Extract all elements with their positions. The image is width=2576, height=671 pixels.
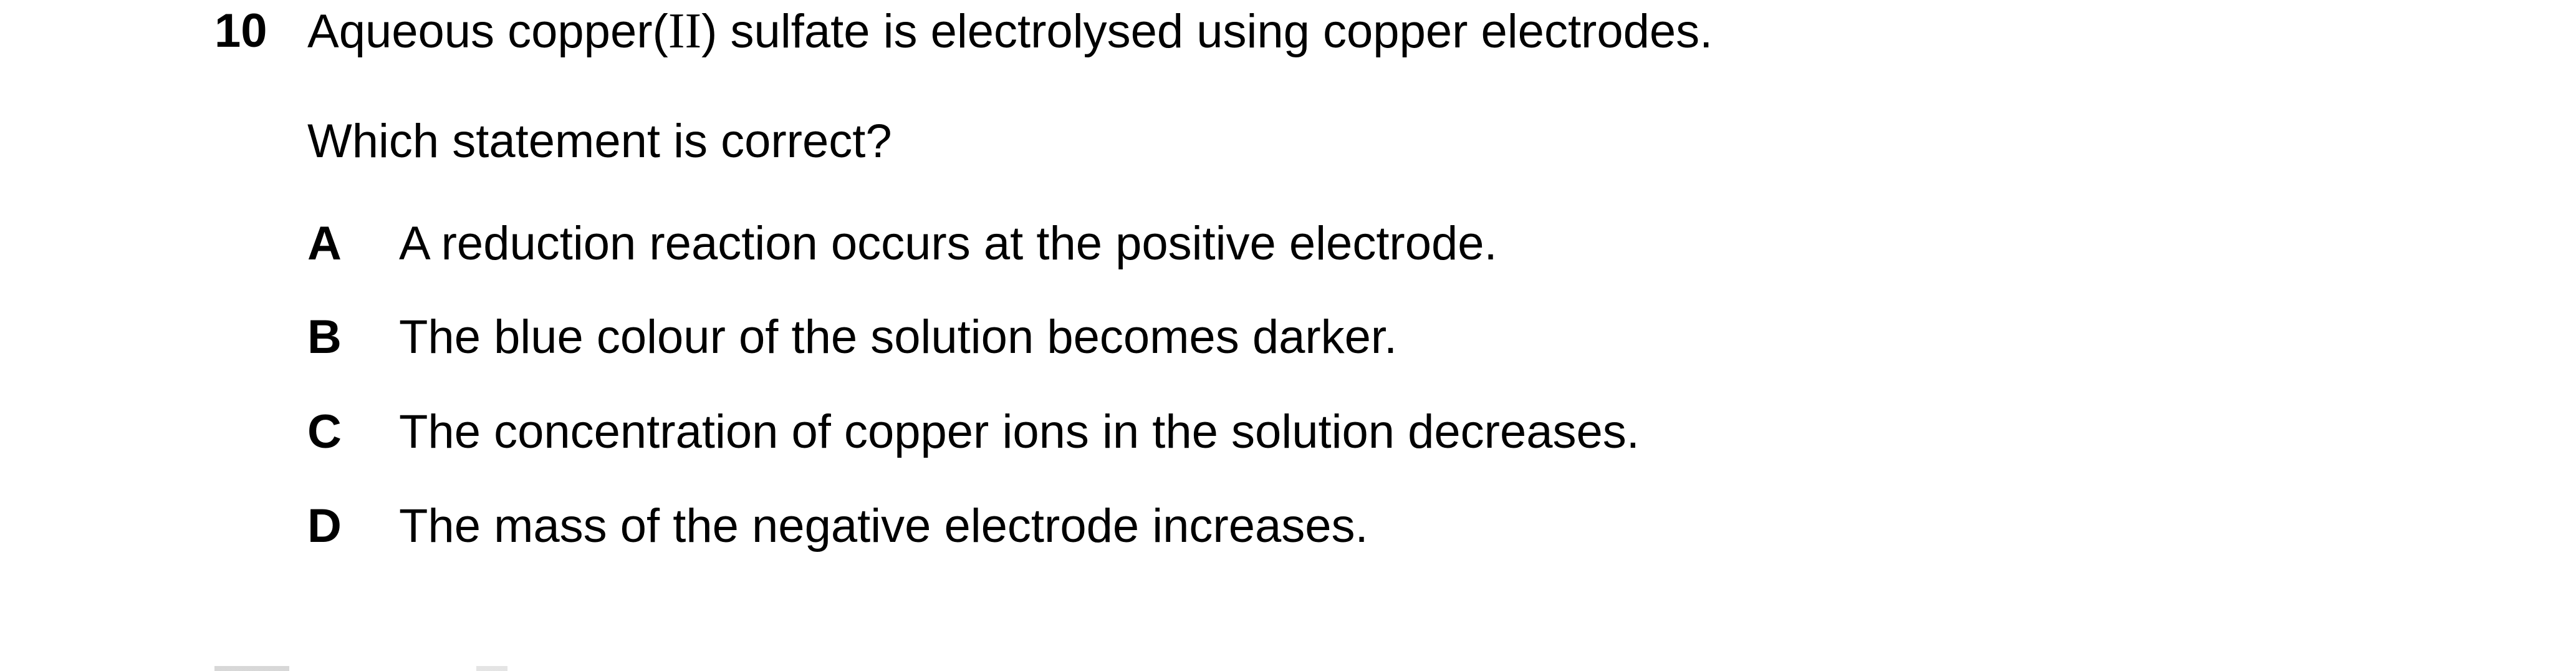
option-d: D The mass of the negative electrode inc… <box>0 495 2576 558</box>
cropped-next-question-edge <box>214 666 1087 671</box>
option-a: A A reduction reaction occurs at the pos… <box>0 213 2576 275</box>
roman-numeral: II <box>668 4 702 59</box>
option-letter: A <box>307 217 342 270</box>
option-text: The concentration of copper ions in the … <box>399 405 1640 458</box>
option-text: The blue colour of the solution becomes … <box>399 311 1398 364</box>
option-letter: D <box>307 500 342 553</box>
option-c: C The concentration of copper ions in th… <box>0 401 2576 463</box>
question-stem-part-2: ) sulfate is electrolysed using copper e… <box>701 5 1713 58</box>
option-text: A reduction reaction occurs at the posit… <box>399 217 1497 270</box>
question-prompt: Which statement is correct? <box>307 115 892 168</box>
question-number: 10 <box>214 4 267 57</box>
option-letter: C <box>307 405 342 458</box>
question-stem-part-1: Aqueous copper( <box>307 5 668 58</box>
option-b: B The blue colour of the solution become… <box>0 306 2576 369</box>
question-stem: Aqueous copper(II) sulfate is electrolys… <box>307 0 1713 63</box>
option-text: The mass of the negative electrode incre… <box>399 500 1368 553</box>
option-letter: B <box>307 311 342 364</box>
